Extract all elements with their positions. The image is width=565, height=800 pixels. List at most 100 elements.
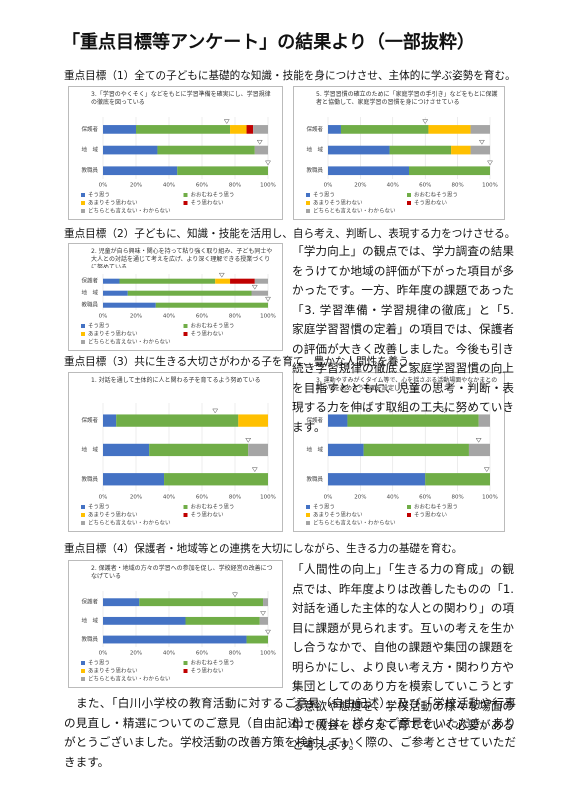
marker: [251, 284, 258, 290]
chart: 2. 保護者・地域の方々の学習への参加を促し、学校経営の改善につなげている 0% 2…: [68, 560, 283, 688]
x-tick-label: 40%: [163, 495, 175, 501]
x-tick-label: 80%: [229, 495, 241, 501]
x-tick-label: 100%: [482, 495, 498, 501]
marker: [487, 160, 493, 166]
legend-swatch: [81, 677, 85, 681]
bar-segment: [103, 290, 128, 296]
chart-title: 3.「学習のやくそく」などをもとに学習準備を確実にし、学習規律の徹底を図っている: [91, 91, 271, 106]
bar-segment: [253, 125, 268, 134]
bar-segment: [451, 145, 471, 155]
legend-label: あまりそう思わない: [88, 512, 138, 519]
legend-label: おおむねそう思う: [414, 504, 458, 511]
y-tick-label: 保護者: [306, 416, 323, 424]
legend-label: あまりそう思わない: [88, 331, 138, 338]
bar-segment: [119, 278, 216, 284]
legend-swatch: [306, 193, 310, 197]
bar-segment: [251, 290, 268, 296]
x-tick-label: 20%: [354, 495, 366, 501]
bar-segment: [103, 473, 165, 486]
y-tick-label: 地 域: [81, 289, 98, 297]
x-tick-label: 100%: [260, 183, 276, 189]
y-tick-label: 保護者: [81, 416, 98, 424]
chart-title: 2. 保護者・地域の方々の学習への参加を促し、学校経営の改善につなげている: [91, 565, 273, 580]
legend-label: どちらとも言えない・わからない: [88, 338, 171, 346]
y-tick-label: 地 域: [306, 146, 323, 154]
x-tick-label: 60%: [419, 183, 431, 189]
marker: [245, 438, 252, 443]
bar-segment: [468, 443, 490, 457]
x-tick-label: 20%: [354, 183, 366, 189]
x-tick-label: 60%: [196, 495, 208, 501]
chart: 3.「学習のやくそく」などをもとに学習準備を確実にし、学習規律の徹底を図っている…: [68, 86, 283, 220]
legend-swatch: [306, 505, 310, 509]
y-tick-label: 教職員: [306, 166, 323, 174]
bar-segment: [328, 473, 426, 486]
legend-swatch: [407, 201, 411, 205]
bar-segment: [103, 145, 158, 155]
bar-segment: [164, 473, 268, 486]
bar-segment: [103, 443, 150, 457]
legend-swatch: [81, 340, 85, 344]
y-tick-label: 教職員: [306, 475, 323, 483]
legend-swatch: [183, 332, 188, 336]
paragraph: 「人間性の向上」「生きる力の育成」の観点では、昨年度よりは改善したものの「1. …: [292, 562, 514, 752]
legend-label: そう思わない: [191, 512, 225, 519]
legend-swatch: [183, 201, 188, 205]
bar-segment: [470, 125, 490, 134]
legend-label: そう思わない: [191, 331, 225, 338]
legend-label: おおむねそう思う: [191, 192, 235, 199]
x-tick-label: 40%: [163, 314, 175, 320]
bar-segment: [428, 125, 471, 134]
x-tick-label: 60%: [196, 314, 208, 320]
x-tick-label: 0%: [99, 314, 108, 320]
legend-swatch: [81, 661, 85, 665]
bar-segment: [230, 125, 247, 134]
marker: [483, 467, 490, 473]
legend-swatch: [306, 209, 310, 213]
legend-label: おおむねそう思う: [414, 192, 458, 199]
bar-segment: [103, 598, 140, 607]
page-title: 「重点目標等アンケート」の結果より（一部抜粋）: [62, 32, 475, 53]
bar-segment: [328, 166, 409, 176]
marker: [265, 629, 271, 635]
y-tick-label: 地 域: [81, 616, 98, 624]
x-tick-label: 80%: [229, 651, 241, 657]
legend-swatch: [81, 513, 85, 517]
y-tick-label: 保護者: [306, 125, 323, 133]
bar-segment: [103, 302, 156, 308]
legend-swatch: [183, 513, 188, 517]
x-tick-label: 0%: [99, 651, 108, 657]
bar-segment: [259, 616, 268, 625]
legend-label: おおむねそう思う: [191, 660, 235, 667]
legend-label: あまりそう思わない: [313, 200, 363, 207]
bar-segment: [470, 145, 490, 155]
bar-segment: [103, 414, 117, 427]
bar-segment: [149, 443, 249, 457]
x-tick-label: 60%: [419, 495, 431, 501]
bar-segment: [177, 166, 268, 176]
legend-label: そう思う: [88, 504, 110, 511]
bar-segment: [103, 616, 186, 625]
bar-segment: [328, 414, 348, 427]
x-tick-label: 20%: [130, 183, 142, 189]
bar-segment: [103, 278, 120, 284]
legend-label: どちらとも言えない・わからない: [88, 519, 171, 527]
legend-swatch: [81, 201, 85, 205]
chart: 5. 学習習慣の確立のために「家庭学習の手引き」などをもとに保護者と協働して、家…: [293, 86, 505, 220]
marker: [232, 592, 238, 598]
legend-label: あまりそう思わない: [313, 512, 363, 519]
bar-segment: [328, 443, 364, 457]
paragraph: 「学力向上」の観点では、学力調査の結果をうけてか地域の評価が下がった項目が多かっ…: [292, 244, 514, 434]
x-tick-label: 100%: [260, 314, 276, 320]
bar-segment: [478, 414, 490, 427]
marker: [422, 119, 429, 125]
bar-segment: [409, 166, 490, 176]
x-tick-label: 60%: [196, 183, 208, 189]
bar-segment: [230, 278, 255, 284]
bar-segment: [328, 145, 390, 155]
paragraph: また、「白川小学校の教育活動に対するご意見（自由記述）」及び「学校活動や行事の見…: [64, 696, 516, 769]
legend-swatch: [306, 521, 310, 525]
